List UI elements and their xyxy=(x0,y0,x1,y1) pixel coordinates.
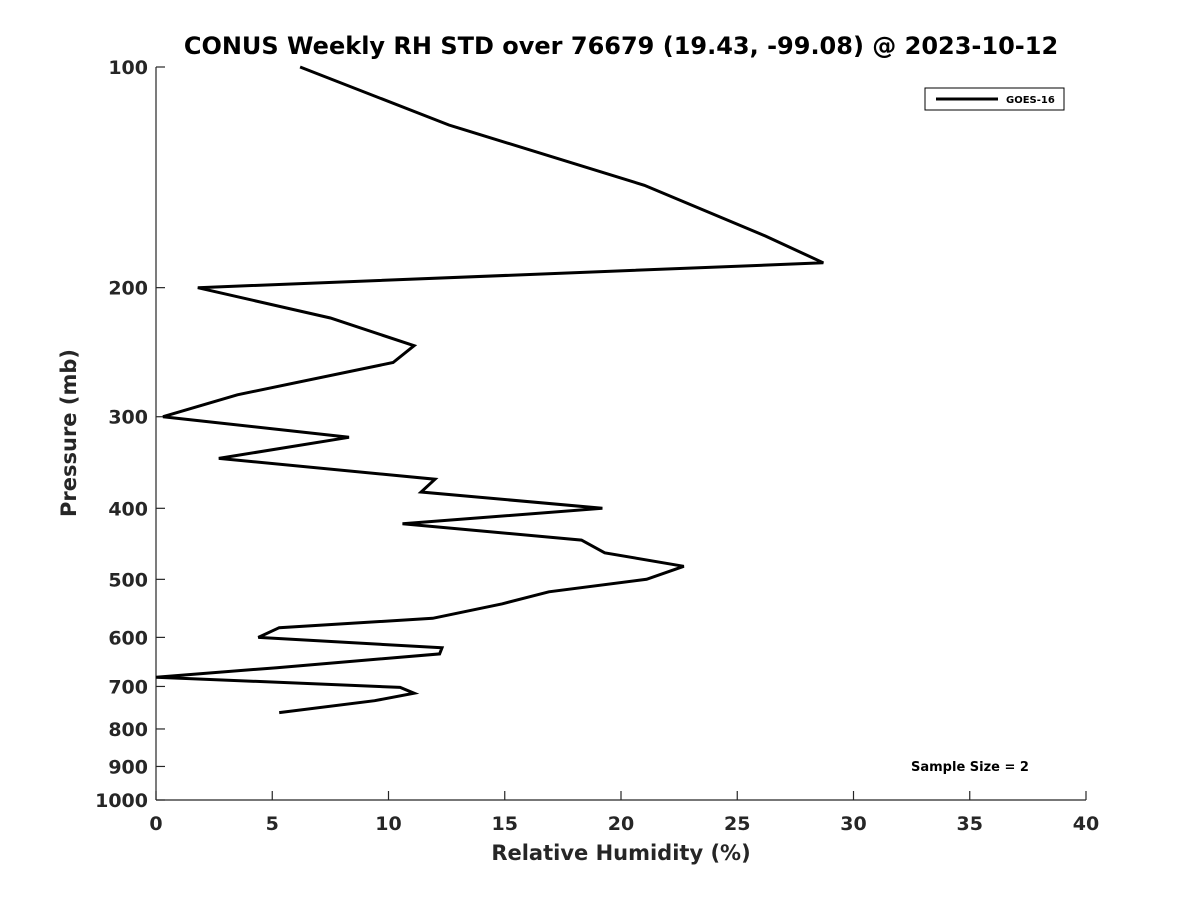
x-tick-label-5: 5 xyxy=(266,813,279,835)
y-tick-label-600: 600 xyxy=(108,627,148,649)
y-tick-label-200: 200 xyxy=(108,278,148,300)
y-tick-label-900: 900 xyxy=(108,756,148,778)
x-ticks: 0 5 10 15 20 25 30 35 40 xyxy=(149,791,1099,835)
series-line-goes-16 xyxy=(155,65,824,715)
chart-title: CONUS Weekly RH STD over 76679 (19.43, -… xyxy=(184,32,1058,60)
x-tick-label-30: 30 xyxy=(840,813,866,835)
x-tick-label-40: 40 xyxy=(1073,813,1099,835)
sample-size-annotation: Sample Size = 2 xyxy=(911,760,1029,775)
legend: GOES-16 xyxy=(924,87,1065,111)
y-axis-label: Pressure (mb) xyxy=(57,349,81,517)
y-tick-label-700: 700 xyxy=(108,676,148,698)
y-tick-label-800: 800 xyxy=(108,719,148,741)
x-tick-label-20: 20 xyxy=(608,813,634,835)
x-axis-label: Relative Humidity (%) xyxy=(491,841,750,865)
legend-label-goes-16: GOES-16 xyxy=(1006,95,1055,106)
x-tick-label-35: 35 xyxy=(957,813,983,835)
x-tick-label-10: 10 xyxy=(375,813,401,835)
y-tick-label-300: 300 xyxy=(108,407,148,429)
y-tick-label-500: 500 xyxy=(108,569,148,591)
y-tick-label-400: 400 xyxy=(108,498,148,520)
y-ticks: 100 200 300 400 500 600 700 800 900 1000 xyxy=(95,57,165,812)
y-tick-label-100: 100 xyxy=(108,57,148,79)
y-tick-label-1000: 1000 xyxy=(95,790,148,812)
axes: 0 5 10 15 20 25 30 35 40 100 200 300 400 500 600 700 80… xyxy=(95,57,1099,835)
x-tick-label-0: 0 xyxy=(149,813,162,835)
x-tick-label-25: 25 xyxy=(724,813,750,835)
series-layer xyxy=(155,65,824,715)
x-tick-label-15: 15 xyxy=(492,813,518,835)
